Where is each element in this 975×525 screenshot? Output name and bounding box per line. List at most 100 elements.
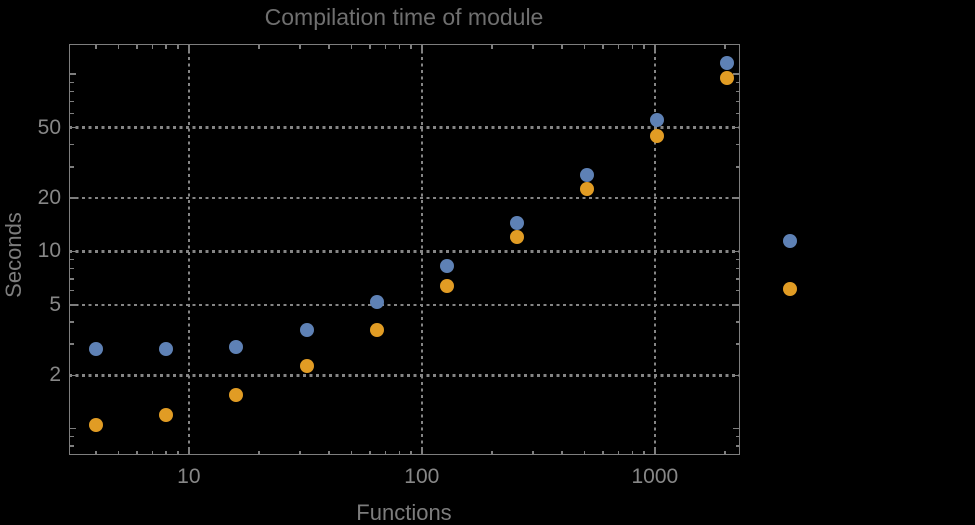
x-minor-tick [350,450,353,455]
x-gridline [420,44,424,455]
y-major-tick-mirror [732,126,740,129]
y-minor-tick-mirror [735,143,740,146]
x-minor-tick [369,450,371,455]
x-minor-tick-mirror [631,44,633,49]
x-minor-tick-mirror [398,44,400,49]
y-minor-tick [69,90,74,93]
x-major-tick-mirror [421,44,423,52]
x-minor-tick-mirror [151,44,154,49]
y-major-tick [69,304,77,306]
x-minor-tick [117,450,120,455]
x-minor-tick [95,450,97,455]
x-minor-tick [583,450,586,455]
y-minor-tick-mirror [735,278,740,280]
y-minor-tick [69,267,74,270]
y-minor-tick [69,445,74,447]
x-minor-tick [177,450,179,455]
data-point-series-1 [439,258,454,273]
x-gridline [653,44,657,455]
y-gridline [69,303,740,306]
data-point-series-1 [720,55,735,70]
x-minor-tick-mirror [95,44,97,49]
y-submajor-tick [69,427,76,430]
y-gridline [69,250,740,253]
x-minor-tick [136,450,138,455]
x-minor-tick-mirror [165,44,167,49]
x-tick-label: 10 [177,465,201,488]
x-minor-tick [561,450,563,455]
y-minor-tick [69,278,74,280]
chart-title: Compilation time of module [264,4,544,30]
y-minor-tick-mirror [735,166,740,168]
y-minor-tick [69,81,74,84]
x-minor-tick [258,450,260,455]
x-minor-tick-mirror [617,44,620,49]
x-minor-tick-mirror [350,44,353,49]
y-minor-tick [69,143,74,146]
y-tick-label: 5 [49,292,61,316]
x-minor-tick-mirror [583,44,586,49]
legend-marker-2 [783,282,797,296]
data-point-series-2 [369,323,384,338]
y-minor-tick-mirror [735,445,740,447]
y-minor-tick [69,343,74,345]
y-major-tick [69,126,77,129]
data-point-series-1 [369,294,384,309]
x-minor-tick-mirror [136,44,138,49]
y-tick-label: 2 [49,363,61,387]
y-major-tick [69,374,77,377]
x-minor-tick-mirror [724,44,726,49]
x-minor-tick [165,450,167,455]
x-axis-label: Functions [356,500,452,525]
x-minor-tick [410,450,412,455]
data-point-series-1 [580,167,595,182]
legend-marker-1 [783,234,797,248]
data-point-series-1 [229,339,244,354]
x-minor-tick-mirror [384,44,387,49]
x-minor-tick-mirror [602,44,604,49]
y-submajor-tick [69,73,76,75]
data-point-series-2 [439,278,454,293]
data-point-series-1 [89,342,104,357]
y-minor-tick [69,258,74,261]
data-point-series-2 [650,128,665,143]
x-major-tick-mirror [188,44,190,52]
x-tick-label: 1000 [631,465,679,488]
x-minor-tick-mirror [177,44,179,49]
y-minor-tick [69,321,74,323]
x-minor-tick [602,450,604,455]
x-minor-tick [151,450,154,455]
y-minor-tick-mirror [735,112,740,115]
x-minor-tick-mirror [643,44,645,49]
y-axis-label: Seconds [1,212,26,298]
x-minor-tick-mirror [369,44,371,49]
x-major-tick [654,447,656,455]
y-minor-tick-mirror [735,90,740,93]
data-point-series-1 [509,215,524,230]
x-minor-tick-mirror [328,44,330,49]
x-minor-tick-mirror [299,44,301,49]
x-minor-tick [398,450,400,455]
y-submajor-tick-mirror [733,73,740,75]
y-minor-tick-mirror [735,267,740,270]
y-minor-tick-mirror [735,289,740,292]
data-point-series-1 [299,323,314,338]
data-point-series-2 [299,359,314,374]
x-major-tick [188,447,190,455]
x-major-tick [421,447,423,455]
y-tick-label: 20 [37,186,61,210]
y-minor-tick-mirror [735,321,740,323]
y-minor-tick-mirror [735,258,740,261]
x-minor-tick [617,450,620,455]
data-point-series-2 [229,387,244,402]
y-major-tick-mirror [732,197,740,199]
x-minor-tick-mirror [532,44,534,49]
y-major-tick-mirror [732,304,740,306]
x-major-tick-mirror [654,44,656,52]
x-minor-tick [299,450,301,455]
y-minor-tick [69,100,74,103]
plot-frame [69,44,740,455]
data-point-series-2 [159,407,174,422]
data-point-series-2 [720,71,735,86]
y-gridline [69,126,740,129]
